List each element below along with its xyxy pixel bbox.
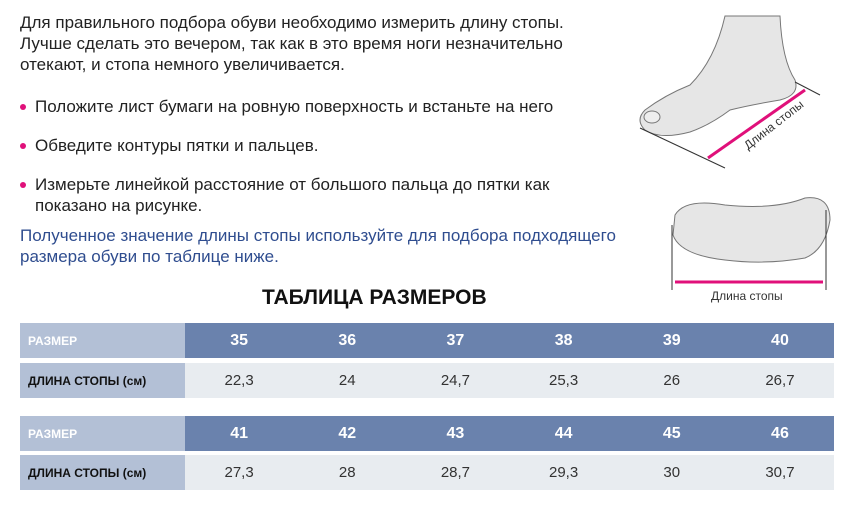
- size-cell: 46: [771, 424, 789, 442]
- length-cell: 26: [663, 372, 681, 389]
- length-cell: 24,7: [440, 372, 471, 389]
- length-label: ДЛИНА СТОПЫ (см): [20, 455, 185, 490]
- length-cell: 30: [663, 464, 681, 481]
- bullet-text: Положите лист бумаги на ровную поверхнос…: [35, 97, 554, 116]
- size-label: РАЗМЕР: [20, 323, 185, 358]
- length-row: ДЛИНА СТОПЫ (см) 22,3 24 24,7 25,3 26 26,7: [20, 363, 834, 398]
- bullet-text: Обведите контуры пятки и пальцев.: [35, 136, 319, 155]
- length-cell: 26,7: [765, 372, 795, 389]
- foot-sole-illustration: Длина стопы: [671, 197, 831, 303]
- foot-side-illustration: Длина стопы: [639, 15, 821, 169]
- length-cell: 22,3: [224, 372, 254, 389]
- bullet-item: Измерьте линейкой расстояние от большого…: [20, 174, 595, 216]
- length-cell: 29,3: [549, 464, 579, 481]
- table-title: ТАБЛИЦА РАЗМЕРОВ: [262, 286, 487, 309]
- size-cell: 45: [662, 424, 681, 442]
- size-label: РАЗМЕР: [20, 416, 185, 451]
- sole-length-label: Длина стопы: [711, 289, 783, 303]
- length-cell: 30,7: [765, 464, 795, 481]
- length-cell: 25,3: [549, 372, 579, 389]
- size-cell: 38: [554, 331, 573, 349]
- length-cell: 28: [338, 464, 356, 481]
- bullet-dot-icon: [20, 182, 26, 188]
- size-row: РАЗМЕР 41 42 43 44 45 46: [20, 416, 834, 451]
- size-cell: 40: [771, 331, 789, 349]
- intro-text: Для правильного подбора обуви необходимо…: [20, 13, 564, 74]
- size-cell: 41: [230, 424, 248, 442]
- length-cell: 27,3: [224, 464, 254, 481]
- size-cell: 42: [338, 424, 357, 442]
- size-cell: 36: [338, 331, 357, 349]
- size-cell: 43: [446, 424, 465, 442]
- length-cell: 24: [338, 372, 356, 389]
- bullet-dot-icon: [20, 104, 26, 110]
- size-cell: 37: [446, 331, 465, 349]
- bullet-dot-icon: [20, 143, 26, 149]
- bullet-item: Положите лист бумаги на ровную поверхнос…: [20, 96, 615, 117]
- length-row: ДЛИНА СТОПЫ (см) 27,3 28 28,7 29,3 30 30,7: [20, 455, 834, 490]
- length-label: ДЛИНА СТОПЫ (см): [20, 363, 185, 398]
- bullet-text: Измерьте линейкой расстояние от большого…: [35, 175, 550, 215]
- size-row: РАЗМЕР 35 36 37 38 39 40: [20, 323, 834, 358]
- size-cell: 39: [662, 331, 681, 349]
- note-text: Полученное значение длины стопы использу…: [20, 226, 616, 266]
- size-cell: 35: [230, 331, 248, 349]
- size-cell: 44: [554, 424, 573, 442]
- bullet-item: Обведите контуры пятки и пальцев.: [20, 135, 615, 156]
- length-cell: 28,7: [440, 464, 471, 481]
